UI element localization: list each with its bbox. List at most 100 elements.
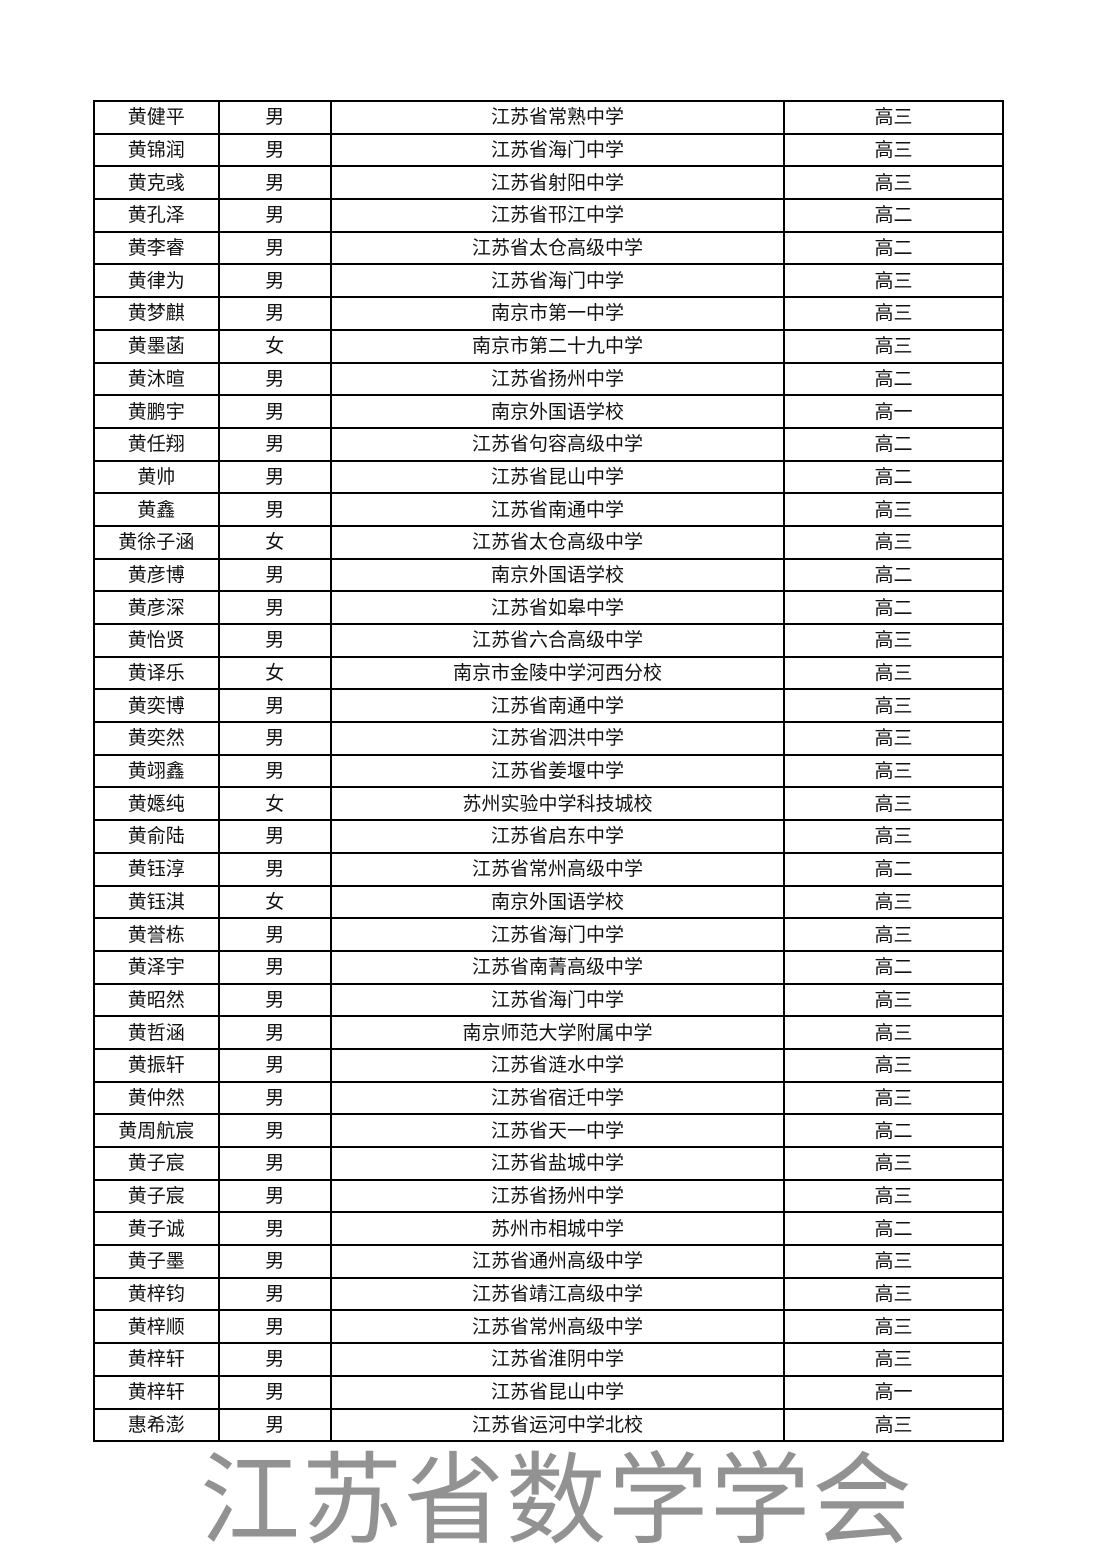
- gender-cell: 男: [217, 819, 333, 854]
- grade-cell: 高三: [783, 1015, 1004, 1050]
- table-row: 黄子宸男江苏省扬州中学 高三: [93, 1178, 1004, 1214]
- gender-cell: 男: [217, 721, 333, 756]
- name-cell: 黄梓钧: [93, 1276, 220, 1312]
- school-cell: 江苏省通州高级中学: [330, 1244, 786, 1279]
- table-row: 黄昭然男江苏省海门中学 高三: [93, 982, 1004, 1018]
- school-cell: 南京市第二十九中学: [330, 328, 786, 364]
- table-row: 黄彦深男江苏省如皋中学 高二: [93, 590, 1004, 625]
- table-row: 黄彦博男南京外国语学校 高二: [93, 557, 1004, 593]
- grade-cell: 高二: [783, 459, 1004, 495]
- school-cell: 江苏省靖江高级中学: [330, 1276, 786, 1312]
- grade-cell: 高三: [783, 1309, 1004, 1345]
- grade-cell: 高三: [783, 1244, 1004, 1279]
- name-cell: 黄子宸: [93, 1178, 220, 1214]
- grade-cell: 高一: [783, 1374, 1004, 1410]
- school-cell: 江苏省扬州中学: [330, 361, 786, 397]
- gender-cell: 男: [217, 296, 333, 331]
- grade-cell: 高三: [783, 786, 1004, 822]
- gender-cell: 男: [217, 982, 333, 1018]
- name-cell: 黄子墨: [93, 1244, 220, 1279]
- gender-cell: 女: [217, 328, 333, 364]
- grade-cell: 高三: [783, 917, 1004, 952]
- table-row: 黄徐子涵女江苏省太仓高级中学 高三: [93, 524, 1004, 560]
- gender-cell: 男: [217, 165, 333, 201]
- gender-cell: 男: [217, 459, 333, 495]
- grade-cell: 高二: [783, 1211, 1004, 1247]
- name-cell: 黄泽宇: [93, 949, 220, 985]
- grade-cell: 高二: [783, 426, 1004, 462]
- table-row: 黄沐暄男江苏省扬州中学 高二: [93, 361, 1004, 397]
- table-row: 黄子墨男江苏省通州高级中学 高三: [93, 1244, 1004, 1279]
- table-row: 黄鑫男江苏省南通中学 高三: [93, 492, 1004, 527]
- name-cell: 黄周航宸: [93, 1113, 220, 1148]
- grade-cell: 高三: [783, 1080, 1004, 1116]
- table-row: 黄翊鑫男江苏省姜堰中学 高三: [93, 753, 1004, 789]
- name-cell: 黄振轩: [93, 1047, 220, 1083]
- grade-cell: 高三: [783, 328, 1004, 364]
- table-row: 黄克彧男江苏省射阳中学 高三: [93, 165, 1004, 201]
- name-cell: 黄梓顺: [93, 1309, 220, 1345]
- name-cell: 黄健平: [93, 100, 220, 135]
- gender-cell: 男: [217, 492, 333, 527]
- school-cell: 南京外国语学校: [330, 884, 786, 920]
- name-cell: 黄仲然: [93, 1080, 220, 1116]
- school-cell: 江苏省常州高级中学: [330, 851, 786, 887]
- gender-cell: 男: [217, 1374, 333, 1410]
- gender-cell: 男: [217, 851, 333, 887]
- grade-cell: 高三: [783, 1407, 1004, 1443]
- grade-cell: 高三: [783, 1047, 1004, 1083]
- grade-cell: 高三: [783, 132, 1004, 168]
- table-row: 黄钰淇女南京外国语学校 高三: [93, 884, 1004, 920]
- name-cell: 黄怡贤: [93, 623, 220, 658]
- school-cell: 江苏省海门中学: [330, 917, 786, 952]
- table-row: 黄帅男江苏省昆山中学 高二: [93, 459, 1004, 495]
- gender-cell: 男: [217, 394, 333, 429]
- table-row: 黄锦润男江苏省海门中学 高三: [93, 132, 1004, 168]
- school-cell: 南京市第一中学: [330, 296, 786, 331]
- gender-cell: 女: [217, 524, 333, 560]
- school-cell: 苏州市相城中学: [330, 1211, 786, 1247]
- gender-cell: 男: [217, 623, 333, 658]
- name-cell: 黄子宸: [93, 1146, 220, 1181]
- grade-cell: 高三: [783, 753, 1004, 789]
- grade-cell: 高三: [783, 884, 1004, 920]
- school-cell: 江苏省泗洪中学: [330, 721, 786, 756]
- table-row: 黄嫕纯女苏州实验中学科技城校 高三: [93, 786, 1004, 822]
- table-row: 黄任翔男江苏省句容高级中学 高二: [93, 426, 1004, 462]
- grade-cell: 高三: [783, 524, 1004, 560]
- name-cell: 黄锦润: [93, 132, 220, 168]
- name-cell: 黄克彧: [93, 165, 220, 201]
- name-cell: 黄任翔: [93, 426, 220, 462]
- name-cell: 黄沐暄: [93, 361, 220, 397]
- school-cell: 江苏省运河中学北校: [330, 1407, 786, 1443]
- name-cell: 黄孔泽: [93, 198, 220, 233]
- name-cell: 黄徐子涵: [93, 524, 220, 560]
- name-cell: 黄哲涵: [93, 1015, 220, 1050]
- name-cell: 黄昭然: [93, 982, 220, 1018]
- name-cell: 黄鹏宇: [93, 394, 220, 429]
- school-cell: 苏州实验中学科技城校: [330, 786, 786, 822]
- gender-cell: 男: [217, 1342, 333, 1377]
- grade-cell: 高二: [783, 557, 1004, 593]
- table-row: 黄梓顺男江苏省常州高级中学 高三: [93, 1309, 1004, 1345]
- table-row: 黄振轩男江苏省涟水中学 高三: [93, 1047, 1004, 1083]
- name-cell: 黄梦麒: [93, 296, 220, 331]
- gender-cell: 男: [217, 263, 333, 299]
- gender-cell: 男: [217, 590, 333, 625]
- school-cell: 江苏省扬州中学: [330, 1178, 786, 1214]
- school-cell: 江苏省涟水中学: [330, 1047, 786, 1083]
- gender-cell: 女: [217, 884, 333, 920]
- school-cell: 江苏省常州高级中学: [330, 1309, 786, 1345]
- table-row: 黄鹏宇男南京外国语学校 高一: [93, 394, 1004, 429]
- name-cell: 黄钰淇: [93, 884, 220, 920]
- name-cell: 黄律为: [93, 263, 220, 299]
- school-cell: 江苏省南菁高级中学: [330, 949, 786, 985]
- gender-cell: 男: [217, 1080, 333, 1116]
- school-cell: 南京师范大学附属中学: [330, 1015, 786, 1050]
- table-row: 黄梓轩男江苏省昆山中学 高一: [93, 1374, 1004, 1410]
- school-cell: 南京外国语学校: [330, 394, 786, 429]
- gender-cell: 男: [217, 1407, 333, 1443]
- name-cell: 黄子诚: [93, 1211, 220, 1247]
- name-cell: 黄彦博: [93, 557, 220, 593]
- school-cell: 南京市金陵中学河西分校: [330, 655, 786, 691]
